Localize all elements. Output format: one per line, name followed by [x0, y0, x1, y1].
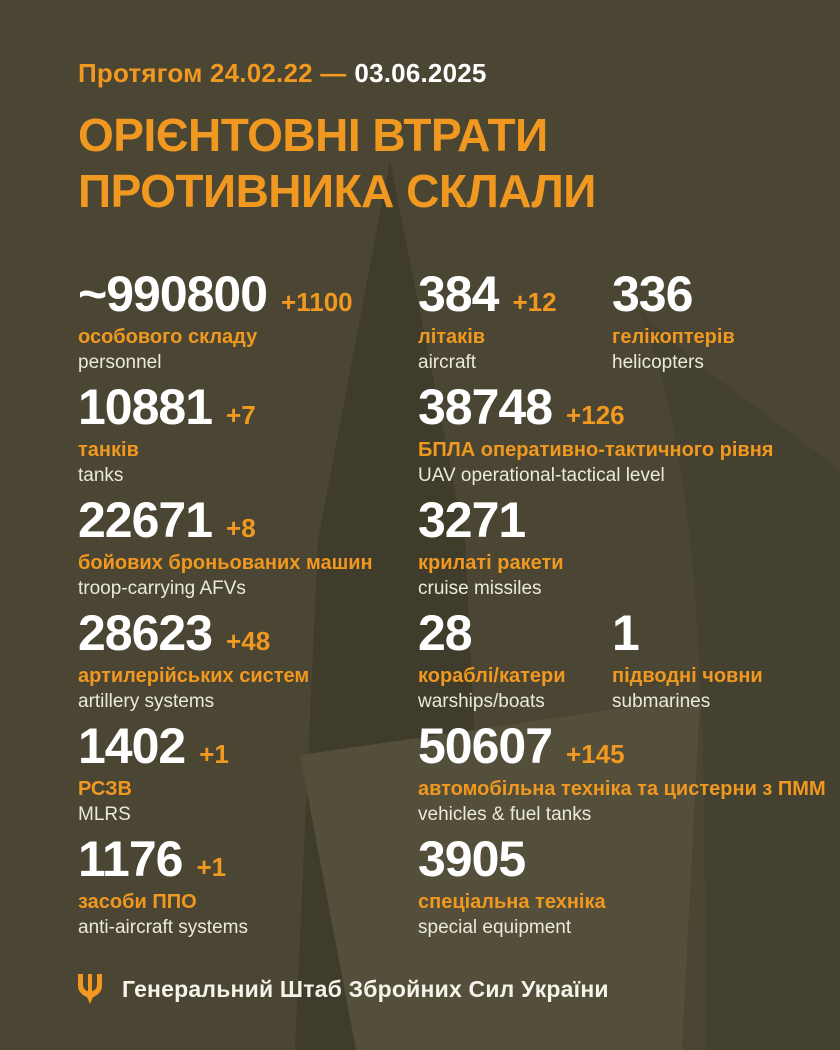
stat-value: 3271 [418, 492, 526, 549]
stat-delta: +48 [226, 626, 271, 657]
stat-value: 28 [418, 605, 473, 662]
stat-label-uk: підводні човни [612, 665, 763, 688]
stat-label-en: anti-aircraft systems [78, 917, 248, 939]
stat-label-uk: засоби ППО [78, 891, 197, 914]
stat-label-en: UAV operational-tactical level [418, 465, 665, 487]
stat-label-uk: БПЛА оперативно-тактичного рівня [418, 439, 774, 462]
stat-label-uk: артилерійських систем [78, 665, 310, 688]
stat-label-uk: спеціальна техніка [418, 891, 606, 914]
stat-label-uk: автомобільна техніка та цистерни з ПММ [418, 778, 826, 801]
stat-value: 1 [612, 605, 640, 662]
tryzub-icon [78, 974, 102, 1005]
period-prefix: Протягом 24.02.22 — [78, 58, 347, 88]
stat-delta: +1100 [281, 287, 353, 318]
stat-vehicles: 50607 +145 автомобільна техніка та цисте… [418, 718, 826, 834]
title-line-2: ПРОТИВНИКА СКЛАЛИ [78, 165, 596, 218]
stat-helicopters: 336 гелікоптерів helicopters [612, 269, 800, 382]
footer-org-name: Генеральний Штаб Збройних Сил України [122, 975, 609, 1002]
stat-label-en: personnel [78, 352, 162, 374]
stat-label-uk: крилаті ракети [418, 552, 564, 575]
stat-label-en: special equipment [418, 917, 572, 939]
stat-label-uk: танків [78, 439, 139, 462]
stat-label-en: vehicles & fuel tanks [418, 804, 592, 826]
stat-label-en: helicopters [612, 352, 704, 374]
stat-delta: +145 [566, 739, 625, 770]
stat-value: 1176 [78, 831, 183, 888]
stat-value: 1402 [78, 718, 186, 775]
stat-cruise-missiles: 3271 крилаті ракети cruise missiles [418, 495, 800, 608]
stat-warships: 28 кораблі/катери warships/boats [418, 608, 612, 721]
stat-tanks: 10881 +7 танків tanks [78, 382, 418, 495]
stat-label-en: cruise missiles [418, 578, 542, 600]
period-line: Протягом 24.02.22 —03.06.2025 [78, 58, 800, 89]
stat-label-uk: РСЗВ [78, 778, 132, 801]
stat-delta: +7 [226, 400, 256, 431]
stat-personnel: ~990800 +1100 особового складу personnel [78, 269, 418, 382]
page-title: ОРІЄНТОВНІ ВТРАТИ ПРОТИВНИКА СКЛАЛИ [78, 107, 800, 219]
stat-value: 10881 [78, 379, 213, 436]
stat-value: 22671 [78, 492, 213, 549]
stat-label-en: warships/boats [418, 691, 545, 713]
stat-label-uk: гелікоптерів [612, 326, 735, 349]
stat-label-uk: бойових броньованих машин [78, 552, 373, 575]
stat-value: ~990800 [78, 266, 268, 323]
stat-delta: +12 [512, 287, 557, 318]
stat-mlrs: 1402 +1 РСЗВ MLRS [78, 721, 418, 834]
stat-label-en: artillery systems [78, 691, 215, 713]
stat-value: 336 [612, 266, 693, 323]
stat-value: 50607 [418, 718, 553, 775]
stat-label-en: MLRS [78, 804, 131, 826]
stat-label-en: submarines [612, 691, 711, 713]
stat-submarines: 1 підводні човни submarines [612, 608, 800, 721]
stat-uav: 38748 +126 БПЛА оперативно-тактичного рі… [418, 382, 800, 495]
stat-anti-aircraft: 1176 +1 засоби ППО anti-aircraft systems [78, 834, 418, 947]
stat-delta: +1 [199, 739, 229, 770]
stat-artillery: 28623 +48 артилерійських систем artiller… [78, 608, 418, 721]
stat-delta: +126 [566, 400, 625, 431]
stat-label-uk: літаків [418, 326, 486, 349]
stat-value: 3905 [418, 831, 526, 888]
stat-label-en: tanks [78, 465, 124, 487]
title-line-1: ОРІЄНТОВНІ ВТРАТИ [78, 109, 548, 161]
stat-aircraft: 384 +12 літаків aircraft [418, 269, 612, 382]
losses-grid: ~990800 +1100 особового складу personnel… [78, 269, 826, 947]
stat-label-en: aircraft [418, 352, 477, 374]
stat-value: 384 [418, 266, 499, 323]
stat-value: 38748 [418, 379, 553, 436]
stat-delta: +1 [196, 852, 227, 883]
stat-afv: 22671 +8 бойових броньованих машин troop… [78, 495, 418, 608]
stat-label-en: troop-carrying AFVs [78, 578, 246, 600]
footer: Генеральний Штаб Збройних Сил України [78, 973, 800, 1005]
stat-special-equipment: 3905 спеціальна техніка special equipmen… [418, 834, 800, 947]
stat-delta: +8 [226, 513, 256, 544]
stat-value: 28623 [78, 605, 213, 662]
stat-label-uk: кораблі/катери [418, 665, 566, 688]
report-date: 03.06.2025 [354, 58, 487, 88]
stat-label-uk: особового складу [78, 326, 258, 349]
